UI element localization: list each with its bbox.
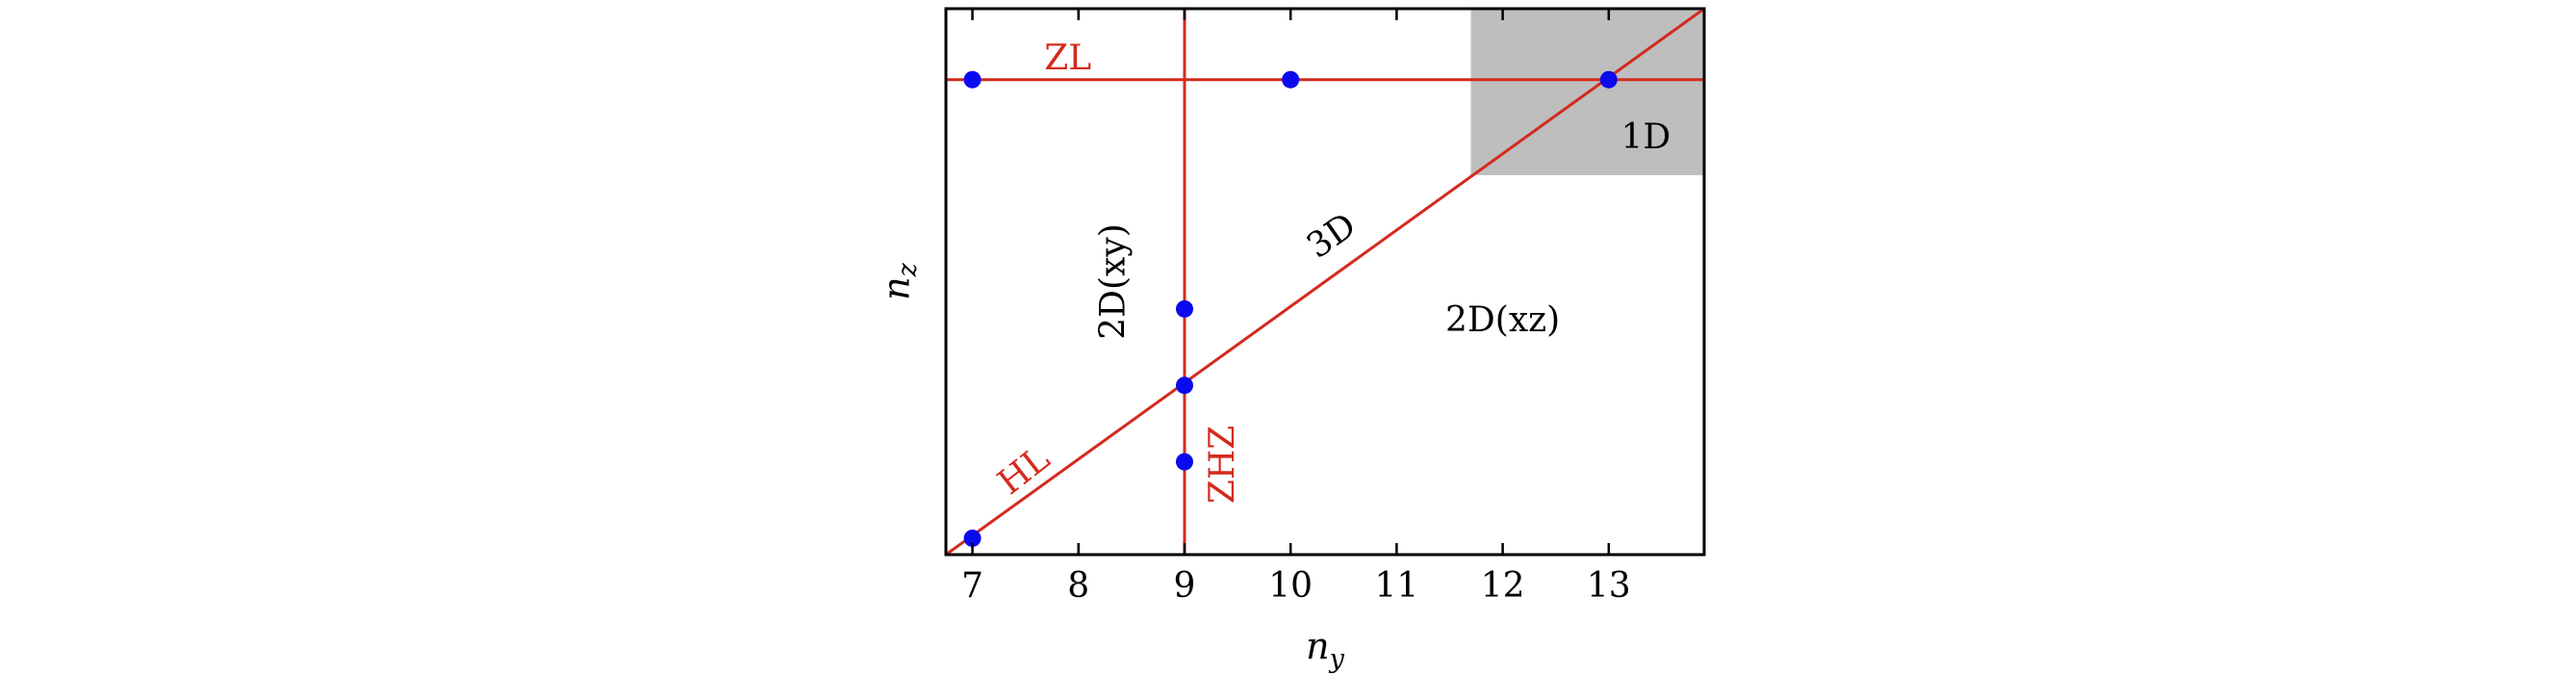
region-label: 2D(xz) (1445, 300, 1560, 340)
line-hl (946, 9, 1704, 555)
x-axis-label: ny (1306, 625, 1344, 674)
line-label-zhz: ZHZ (1203, 426, 1242, 504)
data-point (1175, 299, 1193, 318)
region-label: 1D (1620, 117, 1671, 157)
x-tick-label: 10 (1268, 566, 1313, 606)
plot-frame (944, 7, 1706, 557)
x-tick-label: 11 (1374, 566, 1418, 606)
data-point (963, 70, 982, 89)
x-tick-label: 9 (1174, 566, 1196, 606)
x-tick-label: 7 (961, 566, 983, 606)
y-axis-label: nz (876, 262, 923, 299)
x-tick-label: 12 (1481, 566, 1525, 606)
data-point (963, 529, 982, 547)
line-label-hl: HL (991, 439, 1058, 503)
data-point (1175, 376, 1193, 395)
region-label: 2D(xy) (1093, 223, 1133, 340)
data-point (1599, 70, 1618, 89)
data-point (1175, 453, 1193, 471)
x-tick-label: 13 (1587, 566, 1631, 606)
x-tick-label: 8 (1067, 566, 1089, 606)
line-label-zl: ZL (1044, 39, 1091, 78)
data-point (1282, 70, 1300, 89)
region-label: 3D (1300, 205, 1364, 266)
